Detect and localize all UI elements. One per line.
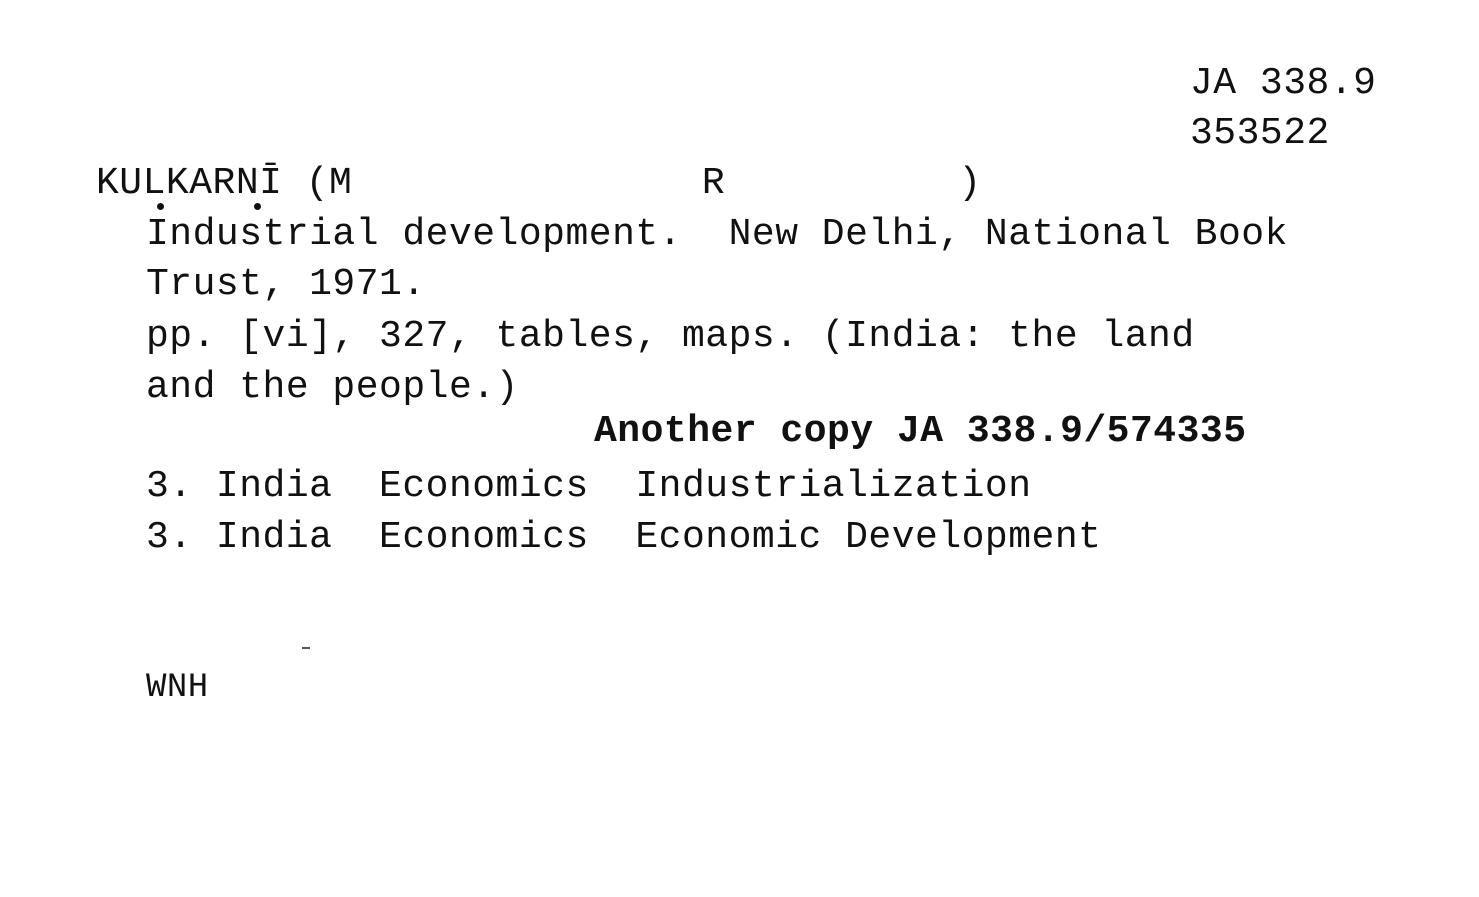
diacritic-dot-n [254, 203, 261, 210]
title-line-1: Industrial development. New Delhi, Natio… [146, 213, 1288, 256]
author-heading: KULKARNĪ (M R ) [96, 162, 982, 205]
another-copy-note: Another copy JA 338.9/574335 [594, 410, 1247, 453]
shelf-mark: JA 338.9 [1190, 62, 1377, 105]
accession-number: 353522 [1190, 112, 1330, 155]
cataloguer-initials: WNH [146, 669, 209, 707]
diacritic-dot-l [157, 203, 164, 210]
title-line-2: Trust, 1971. [146, 263, 426, 306]
collation-line-2: and the people.) [146, 366, 519, 409]
collation-line-1: pp. [vi], 327, tables, maps. (India: the… [146, 315, 1195, 358]
subject-heading: 3. India Economics Industrialization [146, 465, 1032, 508]
stray-mark [302, 647, 310, 649]
subject-heading: 3. India Economics Economic Development [146, 516, 1102, 559]
